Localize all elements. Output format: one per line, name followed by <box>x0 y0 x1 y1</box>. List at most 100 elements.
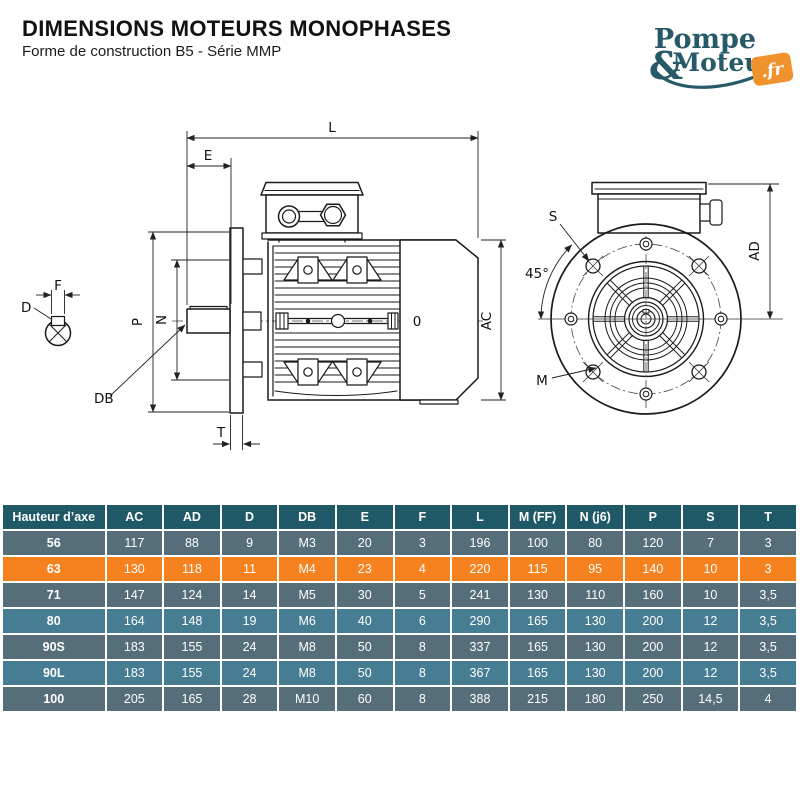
cell: 115 <box>509 557 566 581</box>
page-title: DIMENSIONS MOTEURS MONOPHASES <box>22 16 452 41</box>
cell: 124 <box>164 583 220 607</box>
cell: M3 <box>279 531 335 555</box>
cell: 165 <box>164 687 220 711</box>
cell: 388 <box>452 687 508 711</box>
table-row-90S[interactable]: 90S 183 155 24 M8 50 8 337 165 130 200 12 3,5 <box>3 635 796 659</box>
cell: 165 <box>509 661 566 685</box>
cell: 14 <box>221 583 278 607</box>
cell: 130 <box>106 557 163 581</box>
cell: 3,5 <box>740 635 796 659</box>
front-dimensions: S 45° M AD <box>525 183 779 389</box>
cell: 24 <box>221 635 278 659</box>
cell: 100 <box>509 531 566 555</box>
column-header: AD <box>164 505 220 529</box>
cell: M6 <box>279 609 335 633</box>
cell: 12 <box>682 609 739 633</box>
row-header-cell: 56 <box>3 531 105 555</box>
mounting-pads <box>283 256 382 386</box>
cell: 50 <box>336 661 393 685</box>
cell: 155 <box>164 635 220 659</box>
tie-rod <box>275 312 399 330</box>
cell: 20 <box>336 531 393 555</box>
cell: 118 <box>164 557 220 581</box>
cell: M8 <box>279 661 335 685</box>
table-row-56[interactable]: 56 117 88 9 M3 20 3 196 100 80 120 7 3 <box>3 531 796 555</box>
table-row-80[interactable]: 80 164 148 19 M6 40 6 290 165 130 200 12 3,5 <box>3 609 796 633</box>
logo-fr-badge: .fr <box>750 52 794 86</box>
dim-label-D: D <box>21 300 31 316</box>
cell: 110 <box>567 583 623 607</box>
cell: 88 <box>164 531 220 555</box>
column-header: N (j6) <box>567 505 623 529</box>
cell: 130 <box>567 609 623 633</box>
row-header-cell: 80 <box>3 609 105 633</box>
column-header: F <box>394 505 451 529</box>
cell: 120 <box>625 531 681 555</box>
cell: 80 <box>567 531 623 555</box>
cell: 3 <box>740 531 796 555</box>
table-wrap: Hauteur d’axe AC AD D DB E F L M (FF) N (j6) P S T 5… <box>1 503 798 713</box>
cell: 155 <box>164 661 220 685</box>
header-row: Hauteur d’axe AC AD D DB E F L M (FF) N (j6) P S T <box>3 505 796 529</box>
cell: M8 <box>279 635 335 659</box>
column-header: Hauteur d’axe <box>3 505 105 529</box>
cell: 8 <box>394 661 451 685</box>
cell: 6 <box>394 609 451 633</box>
cell: 337 <box>452 635 508 659</box>
dim-label-L: L <box>328 120 336 136</box>
cell: 40 <box>336 609 393 633</box>
shaft-cross-section: F D <box>21 278 80 347</box>
angle-label: 45° <box>525 266 549 282</box>
dim-label-T: T <box>216 425 226 441</box>
table-row-100[interactable]: 100 205 165 28 M10 60 8 388 215 180 250 14,5 4 <box>3 687 796 711</box>
cell: 183 <box>106 635 163 659</box>
cell: 10 <box>682 557 739 581</box>
brand-logo[interactable]: Pompe & Moteur .fr <box>608 10 798 102</box>
cell: 130 <box>509 583 566 607</box>
cell: 9 <box>221 531 278 555</box>
cell: 367 <box>452 661 508 685</box>
cell: 148 <box>164 609 220 633</box>
side-dimensions: L E P N DB T <box>94 120 506 450</box>
cell: 3,5 <box>740 661 796 685</box>
logo-ampersand: & <box>649 43 683 88</box>
dim-label-E: E <box>204 148 213 164</box>
row-header-cell: 100 <box>3 687 105 711</box>
cell: 30 <box>336 583 393 607</box>
cell: 290 <box>452 609 508 633</box>
cell: 250 <box>625 687 681 711</box>
column-header: DB <box>279 505 335 529</box>
table-row-63[interactable]: 63 130 118 11 M4 23 4 220 115 95 140 10 3 <box>3 557 796 581</box>
cell: 196 <box>452 531 508 555</box>
cell: 4 <box>394 557 451 581</box>
cell: 205 <box>106 687 163 711</box>
table-row-71[interactable]: 71 147 124 14 M5 30 5 241 130 110 160 10 3,5 <box>3 583 796 607</box>
cell: 200 <box>625 635 681 659</box>
dim-label-P: P <box>130 318 146 326</box>
row-header-cell: 90S <box>3 635 105 659</box>
cell: 10 <box>682 583 739 607</box>
cell: 8 <box>394 687 451 711</box>
dim-label-AD: AD <box>747 241 763 261</box>
cell: 3 <box>394 531 451 555</box>
row-header-cell: 71 <box>3 583 105 607</box>
flange-holes <box>564 237 728 401</box>
dim-label-N: N <box>154 315 170 325</box>
front-view-drawing: S 45° M AD <box>525 181 783 415</box>
table-row-90L[interactable]: 90L 183 155 24 M8 50 8 367 165 130 200 12 3,5 <box>3 661 796 685</box>
cell: 200 <box>625 609 681 633</box>
cell: M10 <box>279 687 335 711</box>
cable-gland-icon <box>699 203 711 222</box>
page-subtitle: Forme de construction B5 - Série MMP <box>22 43 282 60</box>
cell: 180 <box>567 687 623 711</box>
cell: 23 <box>336 557 393 581</box>
dimensions-table: Hauteur d’axe AC AD D DB E F L M (FF) N (j6) P S T 5… <box>1 503 798 713</box>
terminal-box-side <box>260 181 364 243</box>
cell: 14,5 <box>682 687 739 711</box>
cell: 12 <box>682 661 739 685</box>
dim-label-F: F <box>54 278 62 294</box>
cell: 130 <box>567 661 623 685</box>
column-header: S <box>682 505 739 529</box>
cell: 24 <box>221 661 278 685</box>
